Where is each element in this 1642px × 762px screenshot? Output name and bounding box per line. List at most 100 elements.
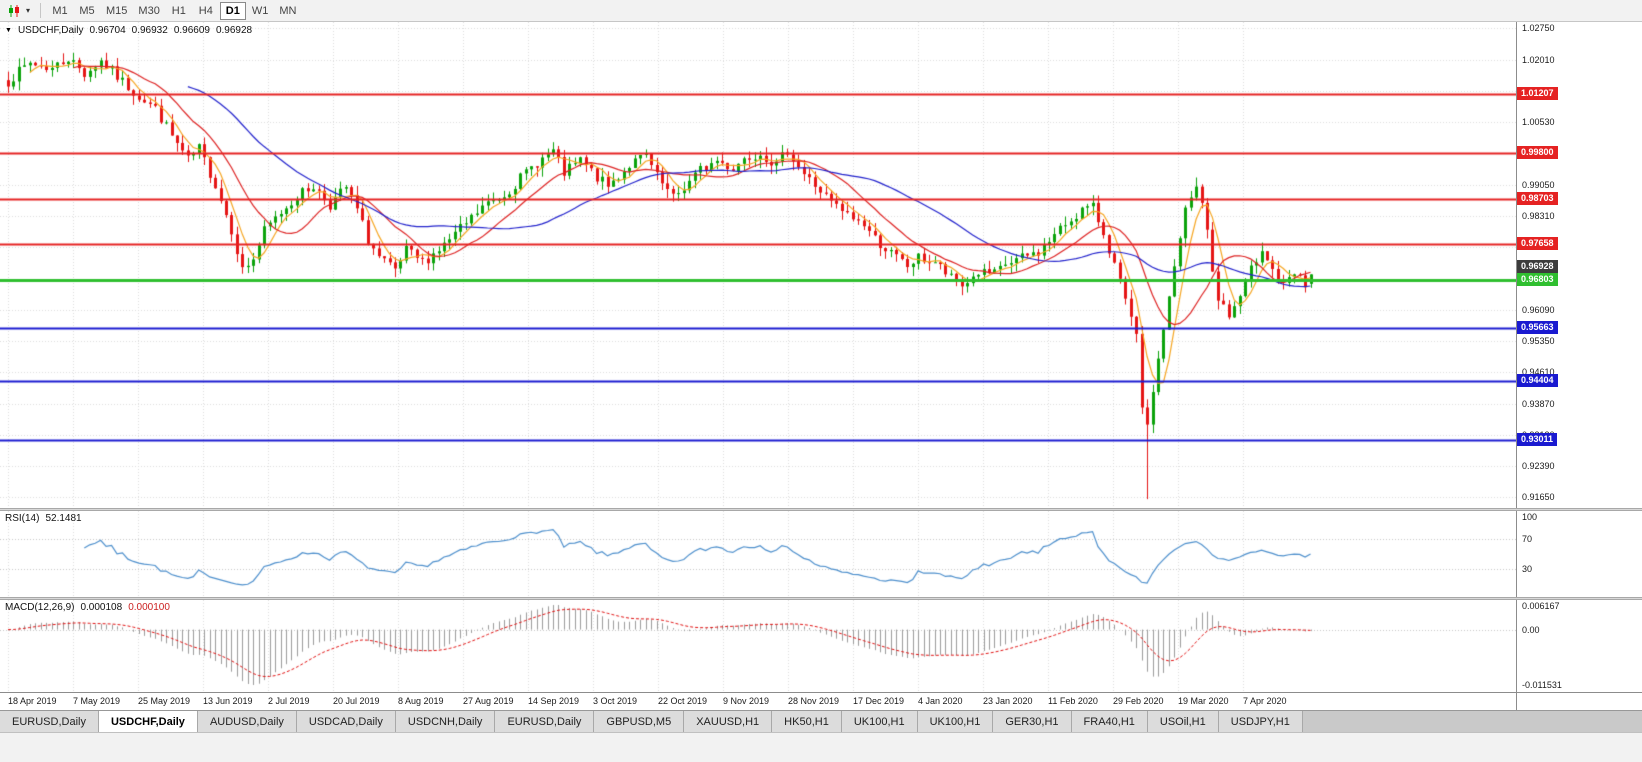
timeframe-button-m15[interactable]: M15 (101, 2, 132, 20)
price-tick-label: 0.93870 (1522, 398, 1555, 409)
rsi-tick-label: 30 (1522, 564, 1533, 575)
rsi-canvas[interactable] (0, 511, 1516, 597)
pane-splitter-1[interactable] (0, 508, 1642, 511)
macd-pane[interactable]: MACD(12,26,9) 0.000108 0.000100 (0, 600, 1516, 692)
rsi-pane[interactable]: RSI(14) 52.1481 (0, 511, 1516, 597)
tab-fra40-h1[interactable]: FRA40,H1 (1071, 711, 1148, 732)
date-label: 9 Nov 2019 (723, 696, 770, 706)
macd-name: MACD(12,26,9) (5, 602, 75, 613)
price-axis[interactable]: 1.027501.020101.012701.005300.997900.990… (1516, 22, 1642, 508)
tab-usdcnh-daily[interactable]: USDCNH,Daily (395, 711, 496, 732)
rsi-tick-label: 100 (1522, 512, 1538, 522)
tab-usdchf-daily[interactable]: USDCHF,Daily (98, 711, 198, 732)
timeframe-button-h4[interactable]: H4 (193, 2, 219, 20)
price-tag-support-0.94404[interactable]: 0.94404 (1517, 374, 1558, 388)
rsi-tick-label: 70 (1522, 533, 1533, 544)
close-value: 0.96928 (215, 25, 253, 36)
price-tag-bid: 0.96928 (1517, 260, 1558, 274)
macd-axis[interactable]: 0.006167 0.00 -0.011531 (1516, 600, 1642, 692)
macd-label: MACD(12,26,9) 0.000108 0.000100 (5, 602, 170, 613)
tab-usdcad-daily[interactable]: USDCAD,Daily (296, 711, 396, 732)
price-tick-label: 0.96090 (1522, 304, 1555, 315)
timeframe-button-mn[interactable]: MN (274, 2, 301, 20)
date-label: 17 Dec 2019 (853, 696, 905, 706)
date-label: 14 Sep 2019 (528, 696, 580, 706)
date-label: 11 Feb 2020 (1048, 696, 1098, 706)
date-label: 27 Aug 2019 (463, 696, 514, 706)
price-tick-label: 0.99050 (1522, 179, 1555, 190)
macd-tick-label: -0.011531 (1522, 680, 1562, 690)
rsi-value: 52.1481 (45, 513, 82, 524)
date-label: 18 Apr 2019 (8, 696, 57, 706)
timeframe-button-m30[interactable]: M30 (133, 2, 164, 20)
date-label: 23 Jan 2020 (983, 696, 1033, 706)
tab-hk50-h1[interactable]: HK50,H1 (772, 711, 842, 732)
date-label: 3 Oct 2019 (593, 696, 638, 706)
price-tick-label: 0.94610 (1522, 367, 1555, 378)
chart-icon[interactable] (4, 2, 26, 20)
price-tag-resistance-1.01207[interactable]: 1.01207 (1517, 86, 1558, 100)
toolbar-separator (40, 3, 42, 18)
timeframe-button-m1[interactable]: M1 (47, 2, 73, 20)
macd-main-value: 0.000108 (80, 602, 123, 613)
macd-tick-label: 0.00 (1522, 624, 1540, 635)
main-chart-pane[interactable]: ▼ USDCHF,Daily 0.96704 0.96932 0.96609 0… (0, 22, 1516, 508)
price-tick-label: 0.91650 (1522, 492, 1555, 503)
tab-eurusd-daily[interactable]: EURUSD,Daily (495, 711, 595, 732)
macd-tick-label: 0.006167 (1522, 601, 1560, 611)
date-label: 20 Jul 2019 (333, 696, 380, 706)
timeframe-button-m5[interactable]: M5 (74, 2, 100, 20)
price-tag-support-0.95663[interactable]: 0.95663 (1517, 320, 1558, 334)
tab-uk100-h1[interactable]: UK100,H1 (841, 711, 918, 732)
rsi-axis[interactable]: 100 70 30 (1516, 511, 1642, 597)
price-tick-label: 0.95350 (1522, 336, 1555, 347)
date-label: 29 Feb 2020 (1113, 696, 1164, 706)
symbol-label: USDCHF,Daily (17, 25, 84, 36)
timeframe-button-h1[interactable]: H1 (166, 2, 192, 20)
tab-usdjpy-h1[interactable]: USDJPY,H1 (1218, 711, 1303, 732)
macd-signal-value: 0.000100 (128, 602, 170, 613)
date-label: 2 Jul 2019 (268, 696, 310, 706)
chart-window: ▼ USDCHF,Daily 0.96704 0.96932 0.96609 0… (0, 22, 1642, 710)
pane-splitter-2[interactable] (0, 597, 1642, 600)
price-tag-support-0.93011[interactable]: 0.93011 (1517, 432, 1558, 446)
price-tag-resistance-0.98703[interactable]: 0.98703 (1517, 192, 1558, 206)
open-value: 0.96704 (89, 25, 126, 36)
price-tag-current-level-0.96803[interactable]: 0.96803 (1517, 272, 1558, 286)
chart-icon-glyph (9, 4, 19, 17)
collapse-marker-icon[interactable]: ▼ (5, 26, 12, 34)
price-tag-resistance-0.97658[interactable]: 0.97658 (1517, 236, 1558, 250)
time-axis[interactable]: 18 Apr 2019 7 May 2019 25 May 2019 13 Jun 2… (0, 692, 1516, 710)
price-tick-label: 1.02010 (1522, 54, 1555, 65)
tab-uk100-h1[interactable]: UK100,H1 (917, 711, 994, 732)
timeframe-button-w1[interactable]: W1 (247, 2, 274, 20)
timeframe-buttons: M1 M5 M15 M30 H1 H4 D1 W1 MN (47, 1, 301, 20)
timeframe-button-d1[interactable]: D1 (219, 1, 246, 20)
time-axis-corner (1516, 692, 1642, 710)
date-label: 19 Mar 2020 (1178, 696, 1229, 706)
tab-ger30-h1[interactable]: GER30,H1 (993, 711, 1072, 732)
date-label: 7 May 2019 (73, 696, 121, 706)
macd-canvas[interactable] (0, 600, 1516, 692)
price-tick-label: 1.00530 (1522, 117, 1555, 128)
ohlc-header: ▼ USDCHF,Daily 0.96704 0.96932 0.96609 0… (5, 25, 252, 36)
tab-audusd-daily[interactable]: AUDUSD,Daily (197, 711, 297, 732)
price-tick-label: 0.92390 (1522, 461, 1555, 472)
price-tag-resistance-0.99800[interactable]: 0.99800 (1517, 146, 1558, 159)
price-tick-label: 0.98310 (1522, 210, 1555, 221)
tab-eurusd-daily[interactable]: EURUSD,Daily (0, 711, 99, 732)
low-value: 0.96609 (173, 25, 210, 36)
tab-xauusd-h1[interactable]: XAUUSD,H1 (684, 711, 773, 732)
chart-tabs-bar: EURUSD,Daily USDCHF,Daily AUDUSD,Daily USDC… (0, 710, 1642, 732)
status-bar (0, 732, 1642, 762)
date-label: 4 Jan 2020 (918, 696, 963, 706)
high-value: 0.96932 (131, 25, 168, 36)
chart-dropdown-caret-icon[interactable]: ▾ (26, 6, 31, 15)
date-label: 13 Jun 2019 (203, 696, 253, 706)
date-label: 28 Nov 2019 (788, 696, 840, 706)
tab-gbpusd-m5[interactable]: GBPUSD,M5 (594, 711, 685, 732)
tab-usoil-h1[interactable]: USOil,H1 (1147, 711, 1219, 732)
date-label: 25 May 2019 (138, 696, 191, 706)
main-chart-canvas[interactable] (0, 22, 1516, 508)
